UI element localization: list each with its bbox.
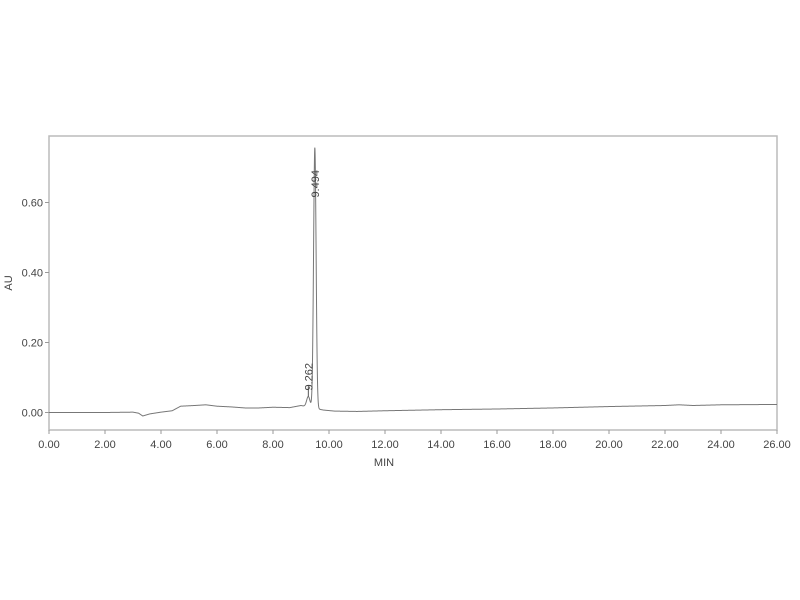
y-tick-label: 0.40 [22,268,43,280]
x-tick-label: 12.00 [371,439,399,451]
x-tick-label: 8.00 [262,439,283,451]
y-tick-label: 0.20 [22,338,43,350]
chromatogram-trace [49,147,777,417]
x-tick-label: 22.00 [651,439,679,451]
y-tick-label: 0.60 [22,198,43,210]
x-tick-label: 2.00 [94,439,115,451]
x-tick-label: 16.00 [483,439,511,451]
x-tick-label: 20.00 [595,439,623,451]
x-tick-label: 4.00 [150,439,171,451]
plot-frame [48,135,778,431]
y-axis-label: AU [3,275,15,290]
peak-label: 9.494 [310,170,322,198]
y-tick-label: 0.00 [22,408,43,420]
x-tick-label: 0.00 [38,439,59,451]
x-tick-label: 6.00 [206,439,227,451]
x-tick-label: 26.00 [763,439,791,451]
x-axis-label: MIN [374,457,394,469]
peak-label: 9.262 [303,363,315,391]
x-tick-label: 24.00 [707,439,735,451]
x-tick-label: 10.00 [315,439,343,451]
x-tick-label: 14.00 [427,439,455,451]
x-tick-label: 18.00 [539,439,567,451]
